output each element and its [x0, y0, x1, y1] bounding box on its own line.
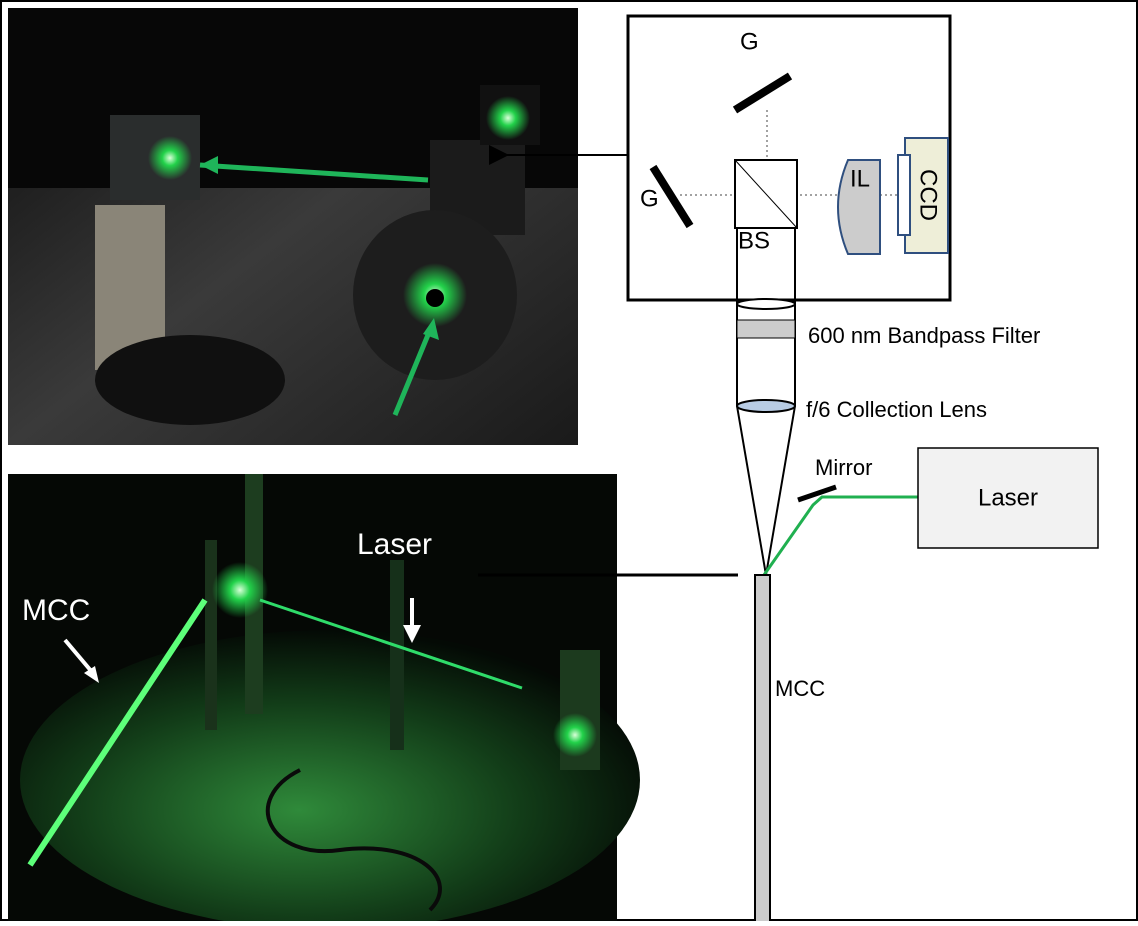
component-label: 600 nm Bandpass Filter — [808, 323, 1040, 348]
figure: Laser MCC G G IL CCD BS 600 nm Bandpass … — [0, 0, 1138, 921]
photo-top — [8, 8, 578, 445]
component-label: BS — [738, 227, 770, 254]
component-label: CCD — [915, 169, 942, 221]
component-label: G — [740, 28, 759, 55]
photo-bottom: Laser MCC — [8, 474, 640, 921]
component-label: Laser — [978, 484, 1038, 511]
photo-label: MCC — [22, 594, 90, 627]
component-label: Mirror — [815, 455, 872, 480]
photo-label: Laser — [357, 528, 432, 561]
schematic: G G IL CCD BS 600 nm Bandpass Filter f/6… — [628, 16, 1098, 921]
component-label: G — [640, 185, 659, 212]
component-label: IL — [850, 165, 870, 192]
component-label: MCC — [775, 676, 825, 701]
component-label: f/6 Collection Lens — [806, 397, 987, 422]
